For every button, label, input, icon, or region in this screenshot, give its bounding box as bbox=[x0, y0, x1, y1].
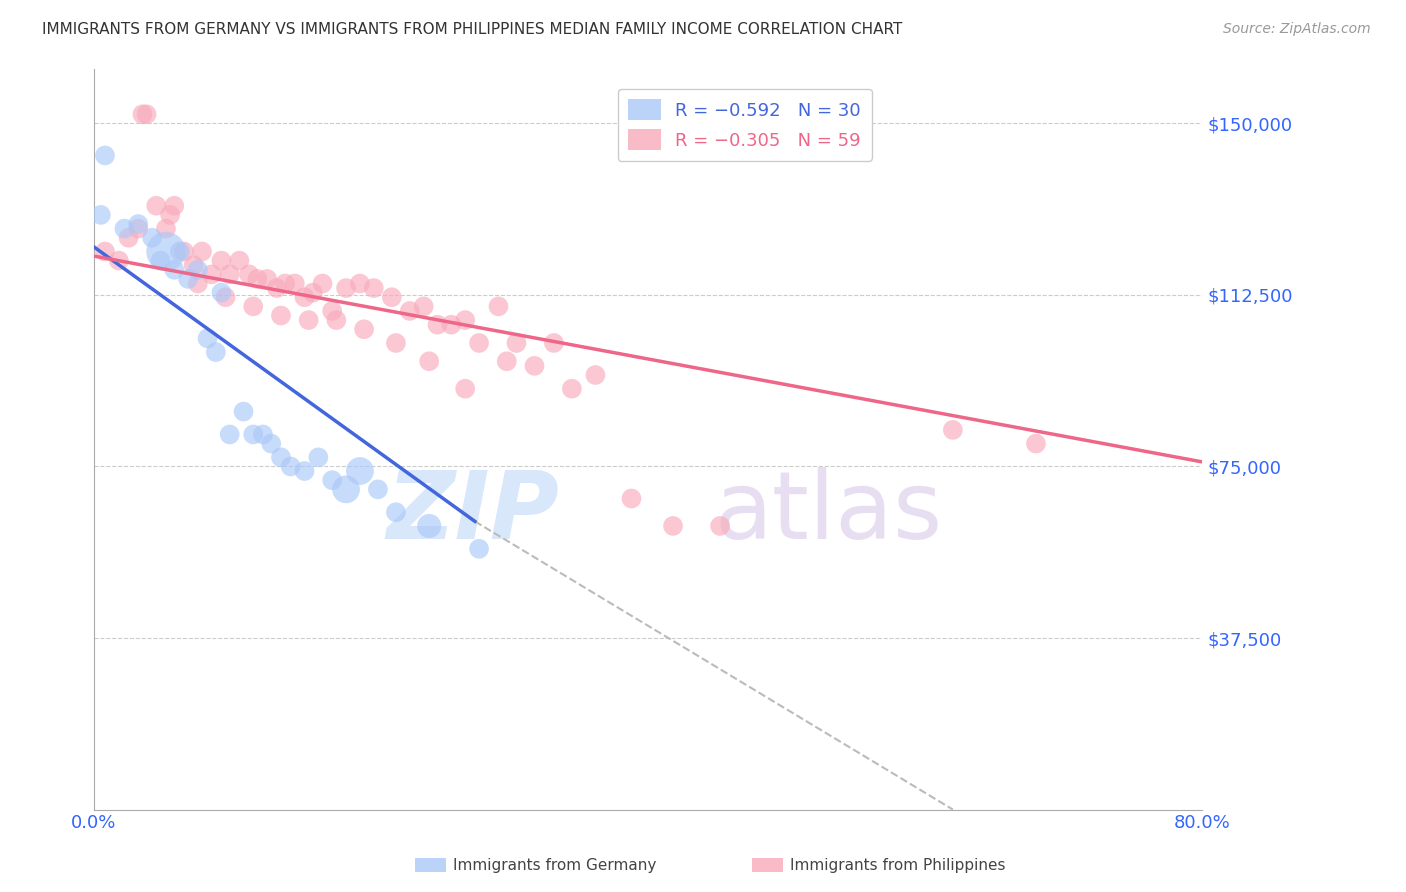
Point bbox=[94, 244, 117, 259]
Point bbox=[294, 464, 316, 478]
Point bbox=[307, 450, 329, 465]
Point bbox=[942, 423, 965, 437]
Point bbox=[454, 313, 477, 327]
Point bbox=[256, 272, 278, 286]
Point bbox=[209, 285, 232, 300]
Point bbox=[280, 459, 302, 474]
Point bbox=[163, 199, 186, 213]
Point bbox=[191, 244, 214, 259]
Point bbox=[252, 427, 274, 442]
Point bbox=[228, 253, 250, 268]
Point bbox=[363, 281, 385, 295]
Point bbox=[260, 436, 283, 450]
Point bbox=[218, 268, 240, 282]
Point bbox=[426, 318, 449, 332]
Point bbox=[311, 277, 333, 291]
Point bbox=[385, 335, 408, 350]
Point bbox=[335, 281, 357, 295]
Legend: R = −0.592   N = 30, R = −0.305   N = 59: R = −0.592 N = 30, R = −0.305 N = 59 bbox=[617, 88, 872, 161]
Point bbox=[214, 290, 236, 304]
Point bbox=[205, 345, 228, 359]
Point bbox=[187, 262, 209, 277]
Point bbox=[398, 304, 420, 318]
Point bbox=[543, 335, 565, 350]
Point bbox=[298, 313, 321, 327]
Point bbox=[218, 427, 240, 442]
Point bbox=[662, 519, 685, 533]
Point bbox=[155, 244, 177, 259]
Point bbox=[274, 277, 297, 291]
Point bbox=[149, 253, 172, 268]
Point bbox=[468, 541, 491, 556]
Point bbox=[335, 483, 357, 497]
Point bbox=[709, 519, 731, 533]
Point bbox=[94, 148, 117, 162]
Point bbox=[169, 244, 191, 259]
Point bbox=[127, 217, 149, 231]
Point bbox=[242, 427, 264, 442]
Point bbox=[381, 290, 404, 304]
Point bbox=[155, 221, 177, 235]
Point bbox=[117, 231, 139, 245]
Point bbox=[325, 313, 347, 327]
Point bbox=[495, 354, 517, 368]
Point bbox=[367, 483, 389, 497]
Point bbox=[270, 309, 292, 323]
Point bbox=[266, 281, 288, 295]
Point bbox=[440, 318, 463, 332]
Text: ZIP: ZIP bbox=[387, 467, 560, 559]
Text: Source: ZipAtlas.com: Source: ZipAtlas.com bbox=[1223, 22, 1371, 37]
Point bbox=[246, 272, 269, 286]
Point bbox=[561, 382, 583, 396]
Point bbox=[242, 299, 264, 313]
Point bbox=[187, 277, 209, 291]
Point bbox=[127, 221, 149, 235]
Point bbox=[108, 253, 131, 268]
Point bbox=[412, 299, 434, 313]
Point bbox=[232, 404, 254, 418]
Point bbox=[488, 299, 510, 313]
Point bbox=[90, 208, 112, 222]
Point bbox=[349, 464, 371, 478]
Point bbox=[418, 519, 440, 533]
Point bbox=[270, 450, 292, 465]
Point bbox=[321, 473, 343, 487]
Point bbox=[454, 382, 477, 396]
Point bbox=[163, 262, 186, 277]
Point bbox=[301, 285, 323, 300]
Point bbox=[159, 208, 181, 222]
Point bbox=[294, 290, 316, 304]
Point bbox=[112, 221, 135, 235]
Point bbox=[209, 253, 232, 268]
Text: Immigrants from Philippines: Immigrants from Philippines bbox=[790, 858, 1005, 872]
Point bbox=[177, 272, 200, 286]
Text: Immigrants from Germany: Immigrants from Germany bbox=[453, 858, 657, 872]
Point bbox=[468, 335, 491, 350]
Point bbox=[385, 505, 408, 519]
Point bbox=[1025, 436, 1047, 450]
Point bbox=[173, 244, 195, 259]
Point bbox=[197, 331, 219, 345]
Point bbox=[353, 322, 375, 336]
Point bbox=[583, 368, 606, 382]
Point bbox=[238, 268, 260, 282]
Point bbox=[523, 359, 546, 373]
Point bbox=[131, 107, 153, 121]
Point bbox=[135, 107, 157, 121]
Point bbox=[321, 304, 343, 318]
Point bbox=[284, 277, 307, 291]
Point bbox=[418, 354, 440, 368]
Text: IMMIGRANTS FROM GERMANY VS IMMIGRANTS FROM PHILIPPINES MEDIAN FAMILY INCOME CORR: IMMIGRANTS FROM GERMANY VS IMMIGRANTS FR… bbox=[42, 22, 903, 37]
Text: atlas: atlas bbox=[714, 467, 943, 559]
Point bbox=[505, 335, 527, 350]
Point bbox=[145, 199, 167, 213]
Point bbox=[349, 277, 371, 291]
Point bbox=[183, 258, 205, 272]
Point bbox=[201, 268, 224, 282]
Point bbox=[141, 231, 163, 245]
Point bbox=[620, 491, 643, 506]
